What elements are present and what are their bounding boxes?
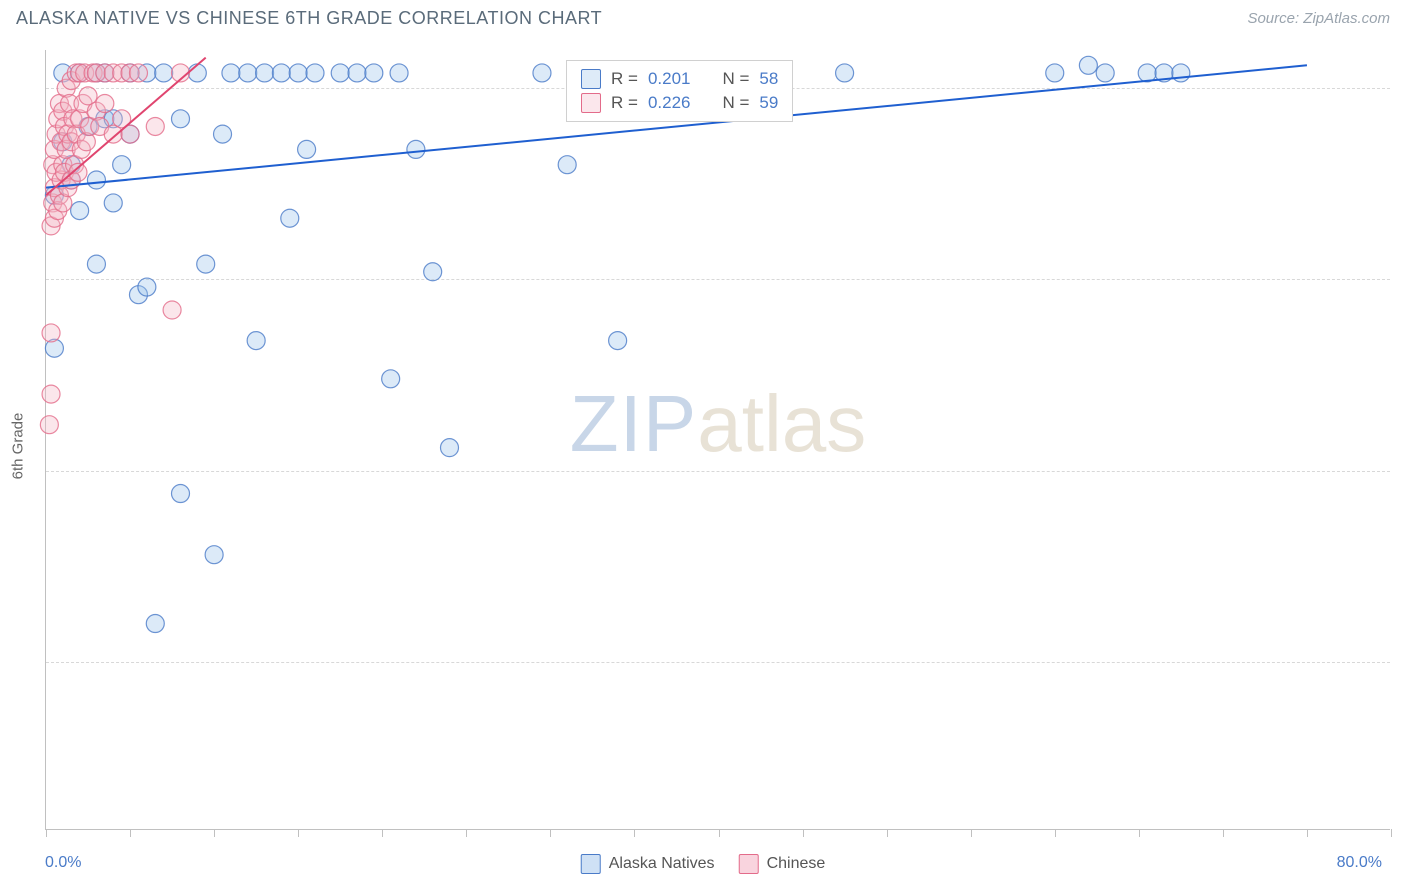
scatter-point-alaska <box>155 64 173 82</box>
scatter-point-alaska <box>172 110 190 128</box>
stats-swatch-chinese <box>581 93 601 113</box>
stats-n-value: 59 <box>759 93 778 113</box>
scatter-point-alaska <box>424 263 442 281</box>
scatter-point-alaska <box>533 64 551 82</box>
scatter-point-alaska <box>247 332 265 350</box>
y-axis-label: 6th Grade <box>10 413 27 480</box>
series-legend: Alaska Natives Chinese <box>581 854 826 874</box>
x-tick <box>466 829 467 837</box>
chart-plot-area: ZIPatlas R = 0.201N = 58R = 0.226N = 59 … <box>45 50 1390 830</box>
scatter-point-alaska <box>836 64 854 82</box>
scatter-point-alaska <box>382 370 400 388</box>
x-tick <box>634 829 635 837</box>
x-tick <box>382 829 383 837</box>
scatter-point-chinese <box>129 64 147 82</box>
scatter-point-alaska <box>407 140 425 158</box>
scatter-point-alaska <box>441 439 459 457</box>
legend-swatch <box>739 854 759 874</box>
x-tick <box>1223 829 1224 837</box>
scatter-point-alaska <box>390 64 408 82</box>
y-tick-label: 92.5% <box>1400 671 1406 689</box>
scatter-point-chinese <box>40 416 58 434</box>
scatter-point-alaska <box>239 64 257 82</box>
scatter-svg <box>46 50 1390 829</box>
y-tick-label: 100.0% <box>1400 97 1406 115</box>
correlation-stats-box: R = 0.201 N = 58 R = 0.226 N = 59 <box>566 60 793 122</box>
x-tick <box>971 829 972 837</box>
stats-n-label: N = <box>722 93 749 113</box>
x-axis-max-label: 80.0% <box>1337 854 1382 872</box>
scatter-point-alaska <box>104 194 122 212</box>
legend-item: Chinese <box>739 854 826 874</box>
stats-r-label: R = <box>611 69 638 89</box>
x-tick <box>1391 829 1392 837</box>
scatter-point-alaska <box>71 202 89 220</box>
scatter-point-alaska <box>146 615 164 633</box>
scatter-point-alaska <box>298 140 316 158</box>
scatter-point-alaska <box>172 485 190 503</box>
scatter-point-alaska <box>272 64 290 82</box>
legend-label: Alaska Natives <box>609 855 715 873</box>
stats-r-label: R = <box>611 93 638 113</box>
y-tick-label: 97.5% <box>1400 288 1406 306</box>
scatter-point-alaska <box>205 546 223 564</box>
stats-row-alaska: R = 0.201 N = 58 <box>581 67 778 91</box>
legend-swatch <box>581 854 601 874</box>
scatter-point-alaska <box>197 255 215 273</box>
scatter-point-chinese <box>146 117 164 135</box>
legend-label: Chinese <box>767 855 826 873</box>
legend-item: Alaska Natives <box>581 854 715 874</box>
scatter-point-alaska <box>188 64 206 82</box>
stats-n-label: N = <box>722 69 749 89</box>
scatter-point-alaska <box>138 278 156 296</box>
scatter-point-alaska <box>1172 64 1190 82</box>
stats-n-value: 58 <box>759 69 778 89</box>
scatter-point-alaska <box>348 64 366 82</box>
stats-r-value: 0.201 <box>648 69 691 89</box>
scatter-point-alaska <box>214 125 232 143</box>
scatter-point-alaska <box>222 64 240 82</box>
scatter-point-alaska <box>256 64 274 82</box>
scatter-point-alaska <box>289 64 307 82</box>
scatter-point-alaska <box>365 64 383 82</box>
scatter-point-alaska <box>306 64 324 82</box>
scatter-point-alaska <box>1096 64 1114 82</box>
x-tick <box>1139 829 1140 837</box>
scatter-point-chinese <box>163 301 181 319</box>
scatter-point-alaska <box>331 64 349 82</box>
scatter-point-alaska <box>1046 64 1064 82</box>
x-tick <box>130 829 131 837</box>
x-tick <box>1307 829 1308 837</box>
scatter-point-alaska <box>113 156 131 174</box>
chart-title: ALASKA NATIVE VS CHINESE 6TH GRADE CORRE… <box>16 8 602 29</box>
scatter-point-alaska <box>1079 56 1097 74</box>
scatter-point-alaska <box>87 255 105 273</box>
x-tick <box>887 829 888 837</box>
x-tick <box>550 829 551 837</box>
x-tick <box>298 829 299 837</box>
x-tick <box>46 829 47 837</box>
scatter-point-chinese <box>42 385 60 403</box>
x-tick <box>214 829 215 837</box>
scatter-point-alaska <box>558 156 576 174</box>
y-tick-label: 95.0% <box>1400 480 1406 498</box>
x-tick <box>1055 829 1056 837</box>
scatter-point-alaska <box>281 209 299 227</box>
scatter-point-alaska <box>609 332 627 350</box>
stats-swatch-alaska <box>581 69 601 89</box>
scatter-point-chinese <box>96 95 114 113</box>
x-axis-min-label: 0.0% <box>45 854 81 872</box>
chart-source: Source: ZipAtlas.com <box>1247 10 1390 27</box>
scatter-point-chinese <box>42 324 60 342</box>
x-tick <box>719 829 720 837</box>
stats-row-chinese: R = 0.226 N = 59 <box>581 91 778 115</box>
stats-r-value: 0.226 <box>648 93 691 113</box>
x-tick <box>803 829 804 837</box>
scatter-point-alaska <box>87 171 105 189</box>
